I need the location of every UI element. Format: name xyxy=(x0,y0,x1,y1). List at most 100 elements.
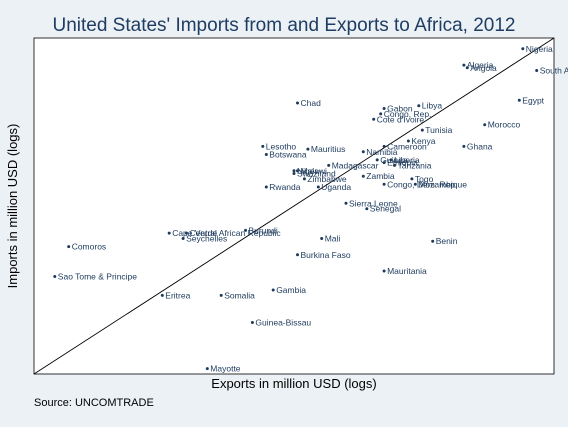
point-marker xyxy=(361,150,365,154)
point-marker xyxy=(306,147,310,151)
45-degree-reference-line xyxy=(33,37,555,375)
point-marker xyxy=(292,169,296,173)
point-label: Mauritania xyxy=(387,266,427,276)
point-label: Tanzania xyxy=(398,160,432,170)
point-algeria: Algeria xyxy=(462,60,494,70)
chart-title: United States' Imports from and Exports … xyxy=(52,15,515,36)
point-label: Burkina Faso xyxy=(301,250,351,260)
point-cape-verde: Cape Verde xyxy=(167,228,217,238)
point-botswana: Botswana xyxy=(264,150,307,160)
point-nigeria: Nigeria xyxy=(521,44,553,54)
point-label: Congo, Rep. xyxy=(384,109,432,119)
point-label: Morocco xyxy=(488,120,521,130)
point-label: Somalia xyxy=(224,290,255,300)
point-label: Congo, Dem. Rep. xyxy=(387,179,457,189)
point-central-african-republic: Central African Republic xyxy=(185,228,281,238)
point-mauritius: Mauritius xyxy=(306,144,345,154)
point-libya: Libya xyxy=(417,101,442,111)
point-zambia: Zambia xyxy=(361,171,395,181)
point-cote-d-ivoire: Cote d'Ivoire xyxy=(372,114,424,124)
point-tunisia: Tunisia xyxy=(420,125,453,135)
point-namibia: Namibia xyxy=(361,147,398,157)
point-label: Chad xyxy=(301,98,322,108)
point-kenya: Kenya xyxy=(406,136,436,146)
point-sierra-leone: Sierra Leone xyxy=(344,198,398,208)
point-marker xyxy=(296,101,299,105)
point-marker xyxy=(296,169,299,173)
point-south-africa: South Africa xyxy=(535,66,568,76)
point-togo: Togo xyxy=(410,174,434,184)
point-marker xyxy=(417,104,421,108)
point-marker xyxy=(264,185,268,189)
point-label: Cote d'Ivoire xyxy=(377,114,425,124)
point-marker xyxy=(292,172,296,175)
point-marker xyxy=(413,182,417,186)
point-label: Eritrea xyxy=(165,290,190,300)
point-label: Guinea xyxy=(380,155,408,165)
point-label: Ethiopia xyxy=(387,158,418,168)
point-marker xyxy=(382,269,386,273)
point-marker xyxy=(361,174,365,178)
point-label: Gabon xyxy=(387,104,413,114)
point-niger: Niger xyxy=(292,166,317,176)
point-lesotho: Lesotho xyxy=(261,141,296,151)
point-label: Mali xyxy=(325,234,341,244)
point-mozambique: Mozambique xyxy=(413,179,467,189)
point-madagascar: Madagascar xyxy=(327,160,379,170)
point-marker xyxy=(53,275,57,278)
point-marker xyxy=(296,253,299,257)
point-liberia: Liberia xyxy=(389,155,420,165)
point-marker xyxy=(250,321,254,324)
point-label: Benin xyxy=(436,236,458,246)
point-benin: Benin xyxy=(431,236,458,246)
point-marker xyxy=(365,207,369,211)
point-label: Cameroon xyxy=(387,141,427,151)
point-marker xyxy=(517,98,521,102)
point-zimbabwe: Zimbabwe xyxy=(302,174,347,184)
point-label: Libya xyxy=(422,101,443,111)
point-marker xyxy=(431,239,435,243)
point-comoros: Comoros xyxy=(67,242,106,252)
point-label: Mauritius xyxy=(311,144,345,154)
point-label: Algeria xyxy=(467,60,494,70)
point-marker xyxy=(462,144,466,148)
point-marker xyxy=(382,107,386,110)
point-label: Nigeria xyxy=(526,44,553,54)
point-marker xyxy=(382,182,386,186)
point-label: Liberia xyxy=(394,155,420,165)
point-marker xyxy=(167,231,171,235)
point-marker xyxy=(327,163,331,167)
point-congo-dem-rep: Congo, Dem. Rep. xyxy=(382,179,458,189)
point-marker xyxy=(67,245,71,249)
point-malawi: Malawi xyxy=(296,166,327,176)
point-morocco: Morocco xyxy=(483,120,521,130)
point-marker xyxy=(320,237,324,240)
point-mauritania: Mauritania xyxy=(382,266,427,276)
point-label: Swaziland xyxy=(297,169,336,179)
point-label: Lesotho xyxy=(266,141,297,151)
point-egypt: Egypt xyxy=(517,95,545,105)
point-label: Gambia xyxy=(276,285,306,295)
point-marker xyxy=(372,117,376,121)
point-marker xyxy=(271,288,275,292)
point-label: Mayotte xyxy=(210,364,241,374)
point-label: Botswana xyxy=(269,150,307,160)
point-marker xyxy=(181,237,185,240)
point-cameroon: Cameroon xyxy=(382,141,427,151)
point-marker xyxy=(205,367,209,371)
source-note: Source: UNCOMTRADE xyxy=(34,397,154,409)
point-marker xyxy=(521,47,525,51)
point-eritrea: Eritrea xyxy=(160,290,191,300)
point-marker xyxy=(462,63,466,67)
point-swaziland: Swaziland xyxy=(292,169,336,179)
point-marker xyxy=(382,161,386,165)
point-gambia: Gambia xyxy=(271,285,306,295)
point-label: Cape Verde xyxy=(172,228,217,238)
point-marker xyxy=(393,163,396,167)
point-label: Uganda xyxy=(321,182,351,192)
point-label: Egypt xyxy=(522,95,544,105)
point-marker xyxy=(389,158,393,162)
point-uganda: Uganda xyxy=(316,182,351,192)
